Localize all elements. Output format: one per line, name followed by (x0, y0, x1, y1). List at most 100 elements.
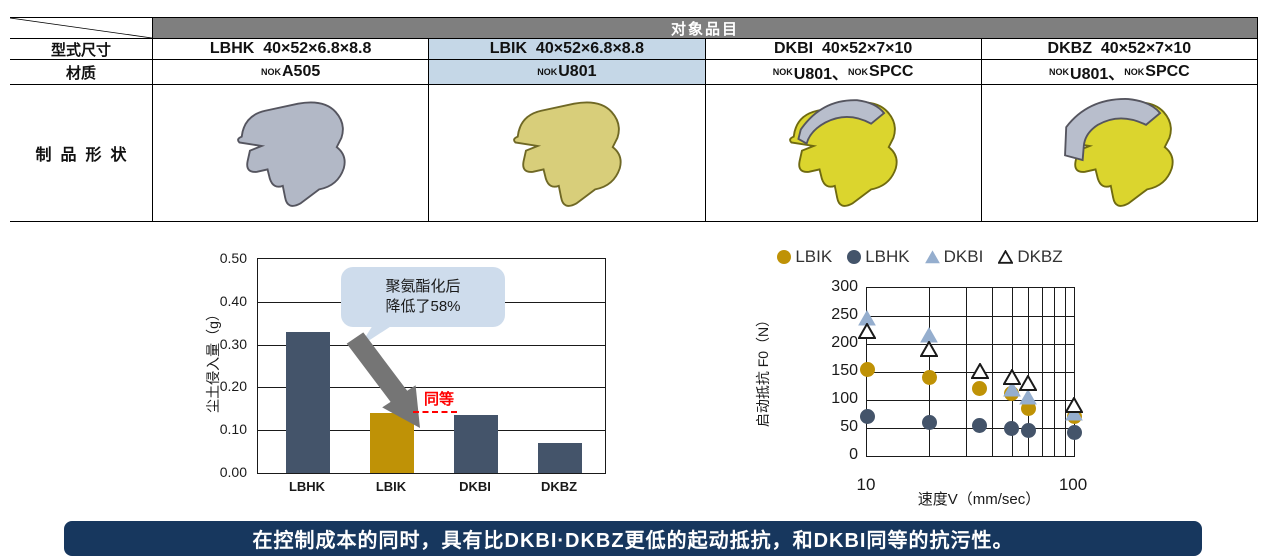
legend-label-LBHK: LBHK (865, 247, 910, 266)
type-size-LBIK: LBIK 40×52×6.8×8.8 (429, 39, 706, 60)
point-DKBZ (919, 339, 940, 362)
row-label-type-size: 型式尺寸 (10, 39, 153, 60)
material-grade: U801 (558, 63, 597, 80)
scatter-h-gridline (867, 372, 1074, 373)
material-LBIK: NOK U801 (429, 60, 706, 85)
bar-y-tick: 0.40 (219, 292, 247, 309)
scatter-y-tick: 150 (831, 362, 858, 379)
scatter-y-tick: 200 (831, 334, 858, 351)
legend-label-LBIK: LBIK (795, 247, 833, 266)
legend-item-LBIK: LBIK (777, 247, 832, 267)
point-LBHK (859, 409, 875, 425)
x-tick-10: 10 (856, 475, 876, 494)
shape-cell-DKBI (705, 85, 982, 222)
material-brand-sup: NOK (537, 67, 558, 77)
scatter-v-gridline (1041, 288, 1043, 456)
shape-cell-LBHK (153, 85, 430, 222)
scatter-h-gridline (867, 316, 1074, 317)
material-brand-sup: NOK (261, 67, 281, 77)
point-DKBI (1065, 404, 1083, 426)
scatter-y-tick: 0 (849, 446, 858, 463)
material-DKBI: NOK U801、 NOK SPCC (705, 60, 982, 85)
x-tick-100: 100 (1058, 475, 1088, 494)
product-render-LBHK (236, 101, 346, 207)
bar-x-label-DKBI: DKBI (459, 479, 491, 494)
scatter-y-axis-label: 启动抵抗 F0（N） (755, 312, 771, 428)
legend-label-DKBI: DKBI (943, 247, 984, 266)
point-LBHK (921, 414, 937, 430)
bar-gridline (258, 430, 605, 432)
scatter-plot-area (857, 287, 1084, 457)
material-brand-sup: NOK (772, 67, 793, 77)
row-label-product-shape: 制品形状 (10, 85, 153, 222)
scatter-v-gridline (991, 288, 993, 456)
point-LBIK (859, 361, 875, 377)
bar-y-tick: 0.20 (219, 378, 247, 395)
shape-cell-DKBZ (981, 85, 1258, 222)
material-brand-sup: NOK (1049, 67, 1070, 77)
conclusion-banner: 在控制成本的同时，具有比DKBI·DKBZ更低的起动抵抗，和DKBI同等的抗污性… (64, 521, 1202, 556)
material-grade: U801、 (793, 66, 849, 83)
point-DKBZ (1001, 367, 1022, 390)
diagonal-line-icon (10, 18, 152, 38)
scatter-h-gridline (867, 428, 1074, 429)
scatter-h-gridline (867, 400, 1074, 401)
point-DKBI (1019, 389, 1037, 410)
scatter-v-gridline (1064, 288, 1066, 456)
point-LBIK (972, 381, 988, 397)
polyurethane-callout: 聚氨酯化后 降低了58% (341, 267, 505, 327)
scatter-h-gridline (867, 344, 1074, 345)
material-grade: U801、 (1070, 66, 1125, 83)
type-size-DKBI: DKBI 40×52×7×10 (705, 39, 982, 60)
point-DKBZ (857, 321, 877, 344)
legend-label-DKBZ: DKBZ (1017, 247, 1063, 266)
scatter-x-axis-label: 速度V（mm/sec） (917, 491, 1041, 508)
bar-gridline (258, 387, 605, 389)
scatter-legend: LBIK LBHK DKBI DKBZ (750, 247, 1090, 267)
point-LBHK (1004, 420, 1020, 436)
scatter-y-tick: 50 (840, 418, 858, 435)
dkbi-triangle-icon (924, 250, 940, 264)
scatter-y-tick: 300 (831, 278, 858, 295)
bar-DKBI (454, 415, 498, 473)
table-header-target-items: 对象品目 (153, 17, 1258, 39)
bar-DKBZ (538, 443, 582, 473)
legend-item-DKBZ: DKBZ (998, 247, 1063, 267)
equivalence-dashed-line (413, 411, 457, 414)
bar-LBHK (286, 331, 330, 473)
point-DKBZ (969, 361, 990, 384)
product-render-LBIK (513, 101, 622, 207)
scatter-y-tick: 100 (831, 390, 858, 407)
bar-x-label-DKBZ: DKBZ (540, 479, 578, 494)
lbik-circle-icon (777, 250, 792, 264)
point-DKBZ (1064, 395, 1084, 418)
bar-LBIK (370, 413, 414, 473)
equivalence-label: 同等 (423, 391, 454, 409)
scatter-v-gridline (1028, 288, 1030, 456)
scatter-v-gridline (965, 288, 967, 456)
bar-y-tick: 0.00 (219, 464, 247, 480)
legend-item-DKBI: DKBI (924, 247, 984, 267)
row-label-material: 材质 (10, 60, 153, 85)
material-DKBZ: NOK U801、 NOK SPCC (981, 60, 1258, 85)
point-LBHK (1066, 424, 1082, 440)
bar-gridline (258, 344, 605, 346)
type-size-LBHK: LBHK 40×52×6.8×8.8 (153, 39, 430, 60)
shape-cell-LBIK (429, 85, 706, 222)
bar-x-label-LBHK: LBHK (288, 479, 326, 494)
material-brand-sup: NOK (1124, 67, 1145, 77)
material-LBHK: NOK A505 (153, 60, 430, 85)
point-DKBI (1002, 380, 1021, 402)
legend-item-LBHK: LBHK (847, 247, 910, 267)
table-corner-cell (10, 17, 153, 39)
point-DKBZ (1018, 374, 1038, 396)
point-LBIK (921, 370, 937, 386)
bar-y-tick: 0.30 (219, 335, 247, 352)
material-grade: SPCC (869, 63, 914, 80)
product-comparison-table: 对象品目 型式尺寸 材质 制品形状 LBHK 40×52×6.8×8.8 NOK A… (10, 17, 1258, 222)
scatter-y-tick: 250 (831, 306, 858, 323)
bar-y-tick: 0.10 (219, 421, 247, 438)
material-brand-sup: NOK (848, 67, 869, 77)
resistance-scatter-chart: LBIK LBHK DKBI DKBZ 启动抵抗 F0（N） 10 100 速度V（m… (748, 245, 1188, 535)
